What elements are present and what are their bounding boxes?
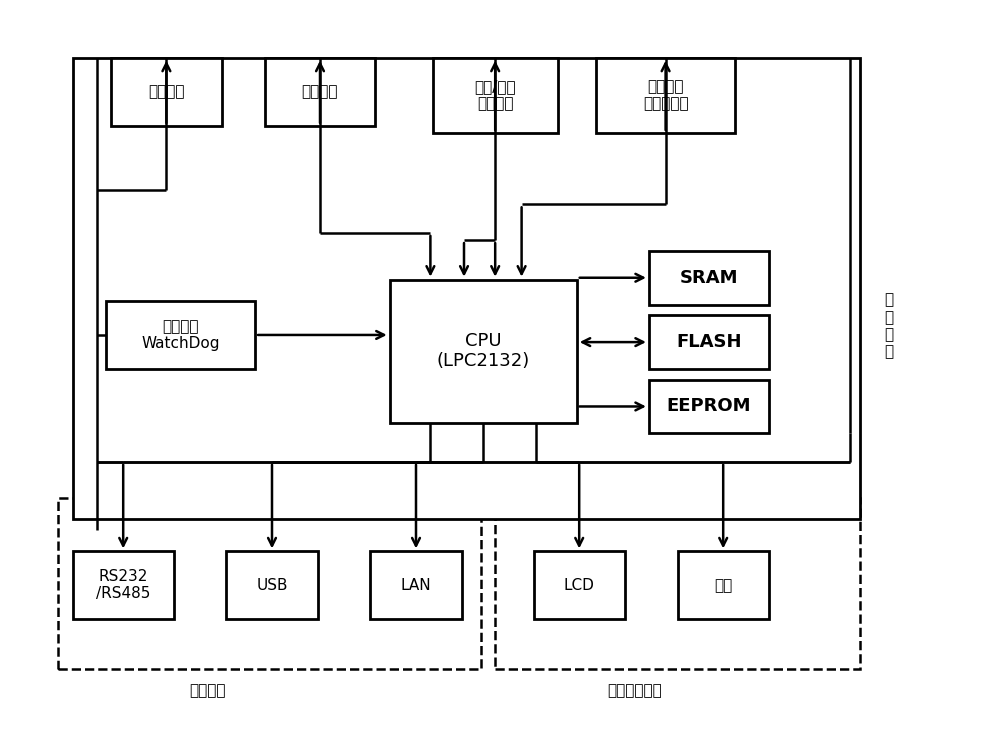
Bar (73, 551, 174, 619)
Text: 复位单元
WatchDog: 复位单元 WatchDog (142, 319, 220, 351)
Text: 存
购
单
元: 存 购 单 元 (884, 292, 893, 360)
Bar (495, 498, 860, 669)
Bar (58, 498, 481, 669)
Text: 输入输出单元: 输入输出单元 (607, 683, 662, 698)
Bar (370, 551, 462, 619)
Text: RS232
/RS485: RS232 /RS485 (96, 569, 150, 601)
Bar (73, 58, 860, 519)
Bar (390, 279, 577, 422)
Bar (534, 551, 625, 619)
Text: SRAM: SRAM (680, 269, 738, 287)
Bar (111, 58, 222, 126)
Bar (433, 58, 558, 133)
Bar (265, 58, 375, 126)
Text: EEPROM: EEPROM (667, 398, 751, 416)
Text: 高压单元: 高压单元 (302, 84, 338, 99)
Bar (226, 551, 318, 619)
Text: 通信单元: 通信单元 (189, 683, 225, 698)
Text: CPU
(LPC2132): CPU (LPC2132) (437, 332, 530, 370)
Bar (106, 301, 255, 369)
Text: LAN: LAN (401, 578, 431, 593)
Text: FLASH: FLASH (676, 333, 742, 351)
Bar (596, 58, 735, 133)
Text: 接地测试
及查找单元: 接地测试 及查找单元 (643, 79, 688, 112)
Text: LCD: LCD (564, 578, 595, 593)
Text: USB: USB (256, 578, 288, 593)
Text: 按键: 按键 (714, 578, 732, 593)
Text: 供电单元: 供电单元 (148, 84, 185, 99)
Bar (630, 197, 855, 454)
Text: 绣缘/电压
测试单元: 绣缘/电压 测试单元 (474, 79, 516, 112)
Bar (649, 315, 769, 369)
Bar (649, 380, 769, 434)
Bar (678, 551, 769, 619)
Bar (649, 251, 769, 305)
